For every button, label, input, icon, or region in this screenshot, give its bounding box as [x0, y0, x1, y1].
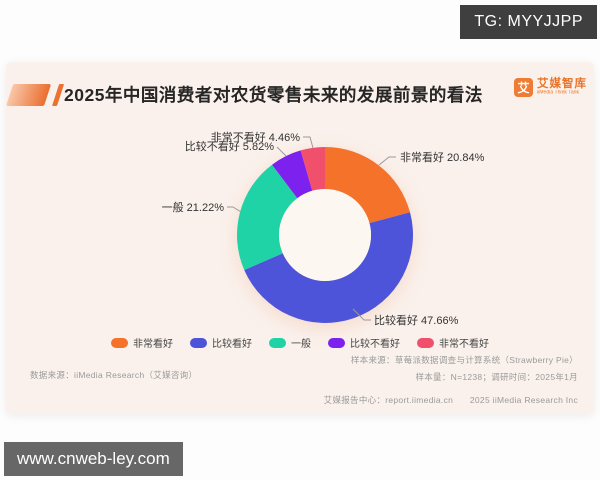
- legend-item-非常不看好[interactable]: 非常不看好: [417, 335, 489, 350]
- report-center-text: 艾媒报告中心：report.iimedia.cn: [323, 395, 454, 405]
- legend-label: 非常看好: [133, 339, 173, 350]
- title-decoration-bar: [6, 84, 52, 106]
- sample-notes: 样本来源：草莓派数据调查与计算系统（Strawberry Pie） 样本量：N=…: [351, 352, 578, 386]
- iimedia-logo-icon: 艾: [514, 78, 533, 97]
- legend-item-比较看好[interactable]: 比较看好: [190, 335, 252, 350]
- data-source-note: 数据来源：iiMedia Research（艾媒咨询）: [30, 370, 198, 380]
- legend-item-非常看好[interactable]: 非常看好: [111, 335, 173, 350]
- legend-swatch-icon: [190, 337, 207, 348]
- logo-subtitle: iiMedia Think Tank: [537, 90, 580, 96]
- tg-badge: TG: MYYJJPP: [460, 5, 597, 39]
- logo-name: 艾媒智库: [537, 78, 587, 91]
- chart-legend: 非常看好 比较看好 一般 比较不看好 非常不看好: [6, 335, 594, 350]
- legend-label: 比较看好: [212, 339, 252, 350]
- legend-label: 一般: [291, 339, 311, 350]
- legend-label: 非常不看好: [439, 339, 489, 350]
- legend-swatch-icon: [328, 337, 345, 348]
- iimedia-logo: 艾 艾媒智库 iiMedia Think Tank: [514, 78, 587, 97]
- iimedia-logo-text: 艾媒智库 iiMedia Think Tank: [537, 78, 587, 96]
- sample-size-note: 样本量：N=1238；调研时间：2025年1月: [415, 372, 578, 382]
- page-title: 2025年中国消费者对农货零售未来的发展前景的看法: [64, 85, 483, 105]
- legend-swatch-icon: [417, 337, 434, 348]
- copyright-text: 2025 iiMedia Research Inc: [469, 395, 578, 405]
- legend-swatch-icon: [111, 337, 128, 348]
- legend-item-一般[interactable]: 一般: [269, 335, 311, 350]
- legend-swatch-icon: [269, 337, 286, 348]
- legend-label: 比较不看好: [350, 339, 400, 350]
- watermark-badge: www.cnweb-ley.com: [4, 442, 183, 476]
- sample-source-note: 样本来源：草莓派数据调查与计算系统（Strawberry Pie）: [350, 355, 578, 365]
- legend-item-比较不看好[interactable]: 比较不看好: [328, 335, 400, 350]
- report-footer: 艾媒报告中心：report.iimedia.cn 2025 iiMedia Re…: [324, 394, 578, 406]
